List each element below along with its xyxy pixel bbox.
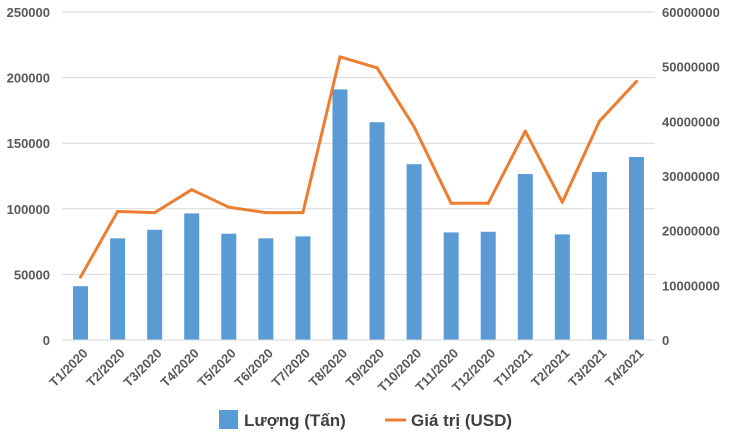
bar-t4-2020 <box>184 213 200 340</box>
line-point-t1-2020 <box>79 275 83 279</box>
right-axis-ticks: 0 10000000 20000000 30000000 40000000 5000000… <box>662 5 720 348</box>
line-point-t9-2020 <box>375 66 379 70</box>
line-point-t5-2020 <box>227 205 231 209</box>
right-tick-label: 10000000 <box>662 278 720 293</box>
category-label: T7/2020 <box>269 346 313 390</box>
line-point-t12-2020 <box>486 201 490 205</box>
line-point-t3-2020 <box>153 211 157 215</box>
bar-t1-2020 <box>73 286 89 340</box>
legend-bar-label: Lượng (Tấn) <box>244 411 346 430</box>
category-label: T1/2020 <box>46 346 90 390</box>
legend-bar-swatch <box>219 410 238 429</box>
category-label: T3/2021 <box>565 346 609 390</box>
bar-t12-2020 <box>480 231 496 340</box>
category-label: T8/2020 <box>306 346 350 390</box>
right-tick-label: 40000000 <box>662 114 720 129</box>
value-line <box>79 55 638 278</box>
category-label: T2/2020 <box>83 346 127 390</box>
category-labels: T1/2020T2/2020T3/2020T4/2020T5/2020T6/20… <box>46 346 646 395</box>
left-axis-ticks: 0 50000 100000 150000 200000 250000 <box>7 5 50 348</box>
category-label: T4/2021 <box>602 346 646 390</box>
line-point-t1-2021 <box>523 129 527 133</box>
line-point-t7-2020 <box>301 211 305 215</box>
bar-t2-2021 <box>554 234 570 340</box>
right-tick-label: 60000000 <box>662 5 720 20</box>
bar-t5-2020 <box>221 233 237 340</box>
bar-t8-2020 <box>332 89 348 341</box>
bar-t2-2020 <box>110 238 126 340</box>
line-point-t6-2020 <box>264 211 268 215</box>
right-tick-label: 50000000 <box>662 60 720 75</box>
category-label: T1/2021 <box>491 346 535 390</box>
category-label: T5/2020 <box>195 346 239 390</box>
left-tick-label: 150000 <box>7 136 50 151</box>
left-tick-label: 100000 <box>7 202 50 217</box>
bar-t6-2020 <box>258 238 274 340</box>
bar-t1-2021 <box>517 174 533 340</box>
right-tick-label: 20000000 <box>662 224 720 239</box>
bar-t3-2021 <box>591 172 607 340</box>
bar-t9-2020 <box>369 122 385 340</box>
bar-t4-2021 <box>628 156 644 340</box>
bar-t3-2020 <box>147 229 163 340</box>
line-point-t10-2020 <box>412 125 416 129</box>
left-tick-label: 200000 <box>7 71 50 86</box>
line-point-t3-2021 <box>597 119 601 123</box>
right-tick-label: 0 <box>662 333 669 348</box>
line-point-t8-2020 <box>338 55 342 59</box>
legend-line-label: Giá trị (USD) <box>411 411 512 430</box>
right-tick-label: 30000000 <box>662 169 720 184</box>
line-series <box>79 55 638 279</box>
legend: Lượng (Tấn) Giá trị (USD) <box>219 410 512 430</box>
left-tick-label: 250000 <box>7 5 50 20</box>
line-point-t2-2020 <box>116 210 120 214</box>
line-point-t4-2021 <box>634 79 638 83</box>
line-point-t4-2020 <box>190 188 194 192</box>
bar-t7-2020 <box>295 236 311 340</box>
left-tick-label: 0 <box>43 333 50 348</box>
category-label: T6/2020 <box>232 346 276 390</box>
bar-series <box>73 89 644 341</box>
category-label: T3/2020 <box>120 346 164 390</box>
line-point-t11-2020 <box>449 201 453 205</box>
bar-t10-2020 <box>406 164 422 340</box>
category-label: T4/2020 <box>158 346 202 390</box>
bar-t11-2020 <box>443 232 459 340</box>
category-label: T2/2021 <box>528 346 572 390</box>
line-point-t2-2021 <box>560 200 564 204</box>
left-tick-label: 50000 <box>14 267 50 282</box>
